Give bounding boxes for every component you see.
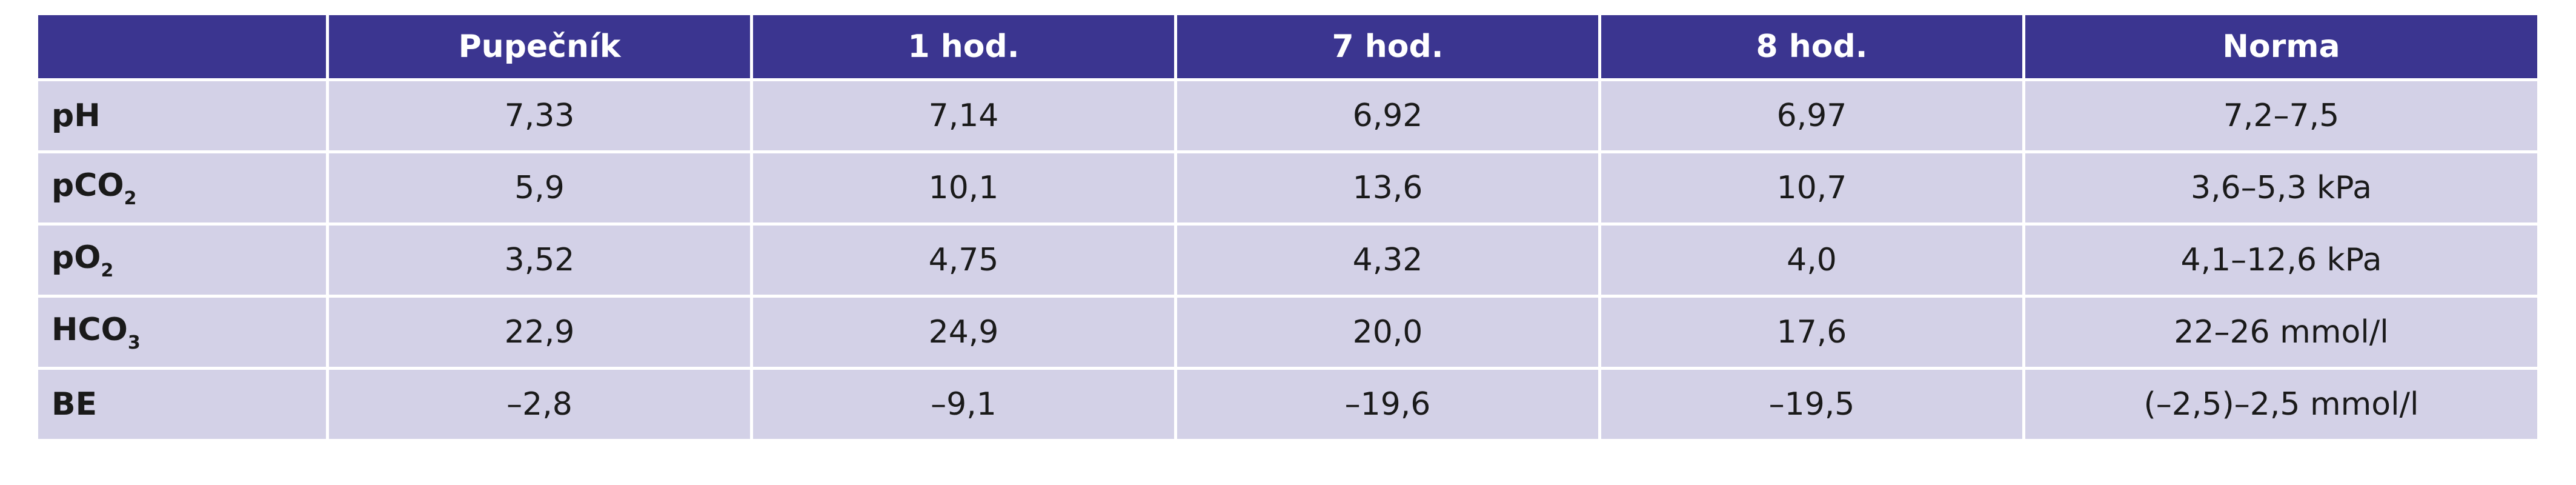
cell: 6,92 bbox=[1174, 78, 1601, 153]
cell: 4,75 bbox=[750, 222, 1177, 298]
cell: 17,6 bbox=[1598, 295, 2025, 370]
row-label: pH bbox=[35, 78, 329, 153]
cell: 7,14 bbox=[750, 78, 1177, 153]
cell: (–2,5)–2,5 mmol/l bbox=[2022, 367, 2540, 442]
cell: 6,97 bbox=[1598, 78, 2025, 153]
header-cell: Norma bbox=[2022, 12, 2540, 81]
cell: 13,6 bbox=[1174, 150, 1601, 226]
table-wrap: Pupečník 1 hod. 7 hod. 8 hod. Norma pH 7,33 7,1… bbox=[35, 12, 2540, 442]
row-label-text: BE bbox=[51, 386, 98, 423]
cell: –19,6 bbox=[1174, 367, 1601, 442]
cell: 4,1–12,6 kPa bbox=[2022, 222, 2540, 298]
row-label: BE bbox=[35, 367, 329, 442]
cell: 20,0 bbox=[1174, 295, 1601, 370]
body-row: BE –2,8 –9,1 –19,6 –19,5 (–2,5)–2,5 mmol/l bbox=[35, 367, 2540, 442]
cell: 10,1 bbox=[750, 150, 1177, 226]
cell: 5,9 bbox=[326, 150, 753, 226]
body-row: pH 7,33 7,14 6,92 6,97 7,2–7,5 bbox=[35, 78, 2540, 153]
row-label-subscript: 3 bbox=[127, 332, 141, 353]
row-label: pCO2 bbox=[35, 150, 329, 226]
row-label-text: pO bbox=[51, 239, 101, 276]
cell: 4,0 bbox=[1598, 222, 2025, 298]
row-label-subscript: 2 bbox=[101, 259, 114, 281]
header-cell: 7 hod. bbox=[1174, 12, 1601, 81]
body-row: pCO2 5,9 10,1 13,6 10,7 3,6–5,3 kPa bbox=[35, 150, 2540, 226]
cell: 3,52 bbox=[326, 222, 753, 298]
row-label-subscript: 2 bbox=[124, 187, 137, 209]
cell: 4,32 bbox=[1174, 222, 1601, 298]
cell: 10,7 bbox=[1598, 150, 2025, 226]
header-row: Pupečník 1 hod. 7 hod. 8 hod. Norma bbox=[35, 12, 2540, 81]
cell: –19,5 bbox=[1598, 367, 2025, 442]
header-cell: Pupečník bbox=[326, 12, 753, 81]
cell: 24,9 bbox=[750, 295, 1177, 370]
cell: –2,8 bbox=[326, 367, 753, 442]
cell: –9,1 bbox=[750, 367, 1177, 442]
row-label-text: HCO bbox=[51, 311, 128, 348]
cell: 7,2–7,5 bbox=[2022, 78, 2540, 153]
row-label-text: pCO bbox=[51, 167, 124, 204]
cell: 22–26 mmol/l bbox=[2022, 295, 2540, 370]
body-row: pO2 3,52 4,75 4,32 4,0 4,1–12,6 kPa bbox=[35, 222, 2540, 298]
data-table: Pupečník 1 hod. 7 hod. 8 hod. Norma pH 7,33 7,1… bbox=[35, 12, 2540, 442]
body-row: HCO3 22,9 24,9 20,0 17,6 22–26 mmol/l bbox=[35, 295, 2540, 370]
cell: 22,9 bbox=[326, 295, 753, 370]
row-label-text: pH bbox=[51, 98, 101, 134]
cell: 3,6–5,3 kPa bbox=[2022, 150, 2540, 226]
row-label: HCO3 bbox=[35, 295, 329, 370]
header-cell-empty bbox=[35, 12, 329, 81]
header-cell: 8 hod. bbox=[1598, 12, 2025, 81]
header-cell: 1 hod. bbox=[750, 12, 1177, 81]
row-label: pO2 bbox=[35, 222, 329, 298]
cell: 7,33 bbox=[326, 78, 753, 153]
